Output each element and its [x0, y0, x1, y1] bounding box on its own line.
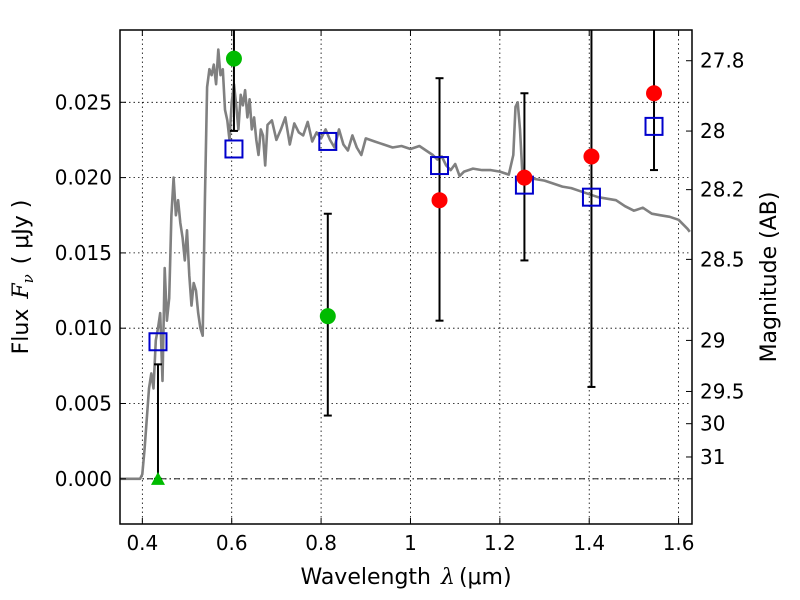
data-markers: [148, 50, 664, 485]
x-tick-label: 1.6: [663, 531, 695, 555]
x-tick-label: 0.8: [305, 531, 337, 555]
model-photometry-square: [430, 156, 450, 176]
upper-limit-triangle: [150, 471, 165, 485]
x-tick-label: 1.4: [573, 531, 605, 555]
red-data-point: [583, 148, 600, 165]
magnitude-tick-label: 28: [700, 119, 725, 143]
red-data-point: [646, 85, 663, 102]
magnitude-tick-label: 31: [700, 445, 725, 469]
magnitude-tick-label: 27.8: [700, 49, 745, 73]
x-tick-labels: 0.4 0.6 0.8 1 1.2 1.4 1.6: [126, 531, 694, 555]
model-photometry-square: [318, 131, 338, 151]
magnitude-tick-label: 28.5: [700, 247, 745, 271]
y-axis-label: FluxFν( μJy ): [9, 200, 37, 355]
y-tick-label: 0.015: [55, 241, 112, 265]
x-tick-label: 0.6: [216, 531, 248, 555]
y-tick-label: 0.000: [55, 467, 112, 491]
x-tick-label: 1: [404, 531, 417, 555]
magnitude-tick-label: 28.2: [700, 178, 745, 202]
model-sed-line: [120, 48, 691, 481]
x-tick-label: 1.2: [484, 531, 516, 555]
model-photometry-square: [224, 139, 244, 159]
model-photometry-square: [581, 187, 601, 207]
plot-frame: [119, 29, 693, 525]
red-data-point: [516, 169, 533, 186]
y-tick-label: 0.010: [55, 316, 112, 340]
y-tick-label: 0.005: [55, 392, 112, 416]
y-tick-labels: 0.000 0.005 0.010 0.015 0.020 0.025: [55, 90, 112, 491]
y-tick-label: 0.025: [55, 90, 112, 114]
x-axis-label: Wavelength λ (μm): [300, 565, 511, 590]
x-tick-label: 0.4: [126, 531, 158, 555]
y-tick-label: 0.020: [55, 166, 112, 190]
magnitude-tick-labels: 27.8 28 28.2 28.5 29 29.5 30 31: [700, 49, 745, 469]
green-data-point: [225, 50, 242, 67]
magnitude-tick-label: 30: [700, 412, 725, 436]
model-sed-curve: [120, 48, 691, 481]
magnitude-axis-label: Magnitude (AB): [757, 192, 782, 363]
model-photometry-square: [644, 116, 664, 136]
magnitude-tick-label: 29.5: [700, 379, 745, 403]
green-data-point: [319, 308, 336, 325]
model-photometry-square: [148, 332, 168, 352]
error-bars: [153, 30, 659, 480]
magnitude-tick-label: 29: [700, 328, 725, 352]
axis-ticks: [120, 30, 692, 524]
red-data-point: [431, 192, 448, 209]
